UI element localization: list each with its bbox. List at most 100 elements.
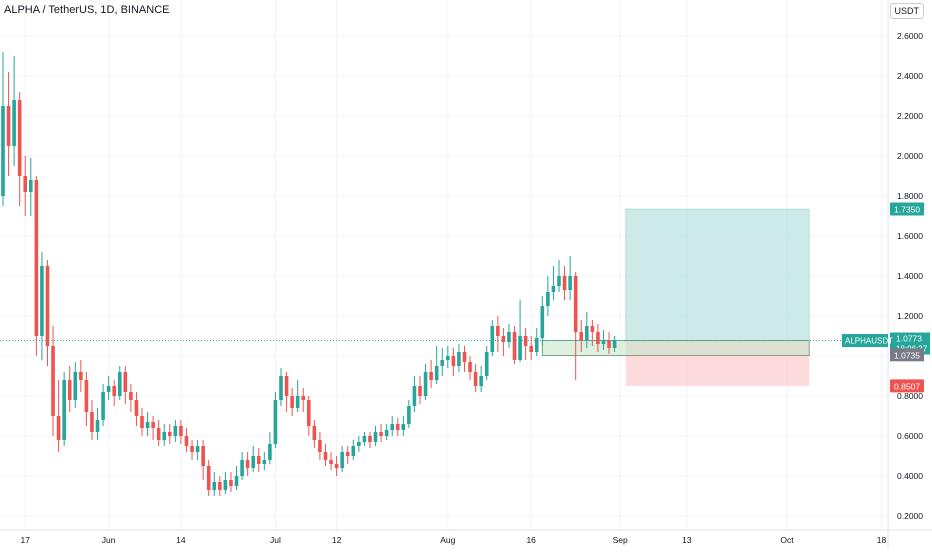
candle-body [34, 180, 39, 336]
x-tick-label: 12 [332, 535, 342, 545]
candle-body [195, 446, 200, 452]
candle-body [95, 420, 100, 432]
candle-body [323, 452, 328, 460]
candle-body [84, 380, 89, 412]
y-tick-label: 0.8000 [897, 391, 923, 401]
candle-body [407, 406, 411, 424]
y-tick-label: 1.8000 [897, 191, 923, 201]
candle-body [112, 386, 116, 396]
y-tick-label: 0.6000 [897, 431, 923, 441]
candle-body [468, 362, 472, 372]
candle-body [145, 422, 150, 428]
stop-price-label: 0.8507 [894, 381, 920, 391]
candle-body [134, 400, 139, 416]
candle-body [329, 460, 333, 464]
candle-body [301, 396, 306, 400]
candle-body [345, 452, 350, 456]
candle-body [45, 266, 50, 346]
candle-body [612, 340, 617, 348]
candle-body [395, 424, 400, 430]
candle-body [573, 276, 578, 332]
candle-body [562, 276, 567, 290]
candle-body [440, 360, 445, 366]
symbol-tag-bg [842, 334, 888, 348]
candle-body [62, 380, 66, 440]
candle-body [507, 332, 511, 342]
candle-body [557, 276, 561, 286]
candle-body [529, 346, 533, 352]
candle-body [446, 356, 450, 360]
candle-body [101, 392, 105, 420]
candle-body [162, 432, 167, 440]
candle-body [179, 426, 183, 436]
y-tick-label: 2.0000 [897, 151, 923, 161]
y-tick-label: 1.6000 [897, 231, 923, 241]
y-tick-label: 1.4000 [897, 271, 923, 281]
candle-body [129, 392, 133, 400]
candle-body [268, 444, 272, 460]
candle-body [368, 436, 372, 442]
x-tick-label: 14 [176, 535, 186, 545]
last-price-label: 1.0773 [896, 334, 922, 344]
candle-body [40, 266, 44, 336]
candle-body [423, 372, 428, 396]
candle-body [384, 430, 389, 436]
candle-body [401, 424, 406, 430]
candle-body [518, 336, 522, 360]
candle-body [90, 412, 94, 432]
currency-button[interactable]: USDT [889, 3, 924, 19]
target-price-label: 1.7350 [894, 205, 920, 215]
candle-body [17, 100, 22, 176]
candle-body [218, 482, 222, 490]
candle-body [546, 292, 550, 306]
candle-body [462, 352, 467, 362]
candle-body [484, 352, 489, 376]
candle-body [56, 416, 61, 440]
candle-body [590, 326, 595, 332]
candle-body [73, 372, 78, 400]
time-axis: 17Jun14Jul12Aug16Sep13Oct18Nov [21, 535, 887, 545]
candle-body [340, 452, 344, 468]
candle-body [156, 428, 161, 440]
x-tick-label: 18 [877, 535, 887, 545]
candle-body [490, 326, 495, 352]
candles [1, 52, 617, 496]
candle-body [190, 446, 194, 452]
candle-body [251, 456, 255, 468]
candle-body [212, 482, 217, 490]
target-price-label-bg [890, 202, 924, 216]
y-tick-label: 2.4000 [897, 71, 923, 81]
x-tick-label: 13 [682, 535, 692, 545]
candle-body [273, 400, 278, 444]
y-tick-label: 0.2000 [897, 511, 923, 521]
candle-body [284, 376, 289, 396]
candle-body [106, 386, 111, 392]
candle-body [184, 436, 189, 446]
candle-body [168, 432, 172, 436]
y-tick-label: 1.2000 [897, 311, 923, 321]
candle-body [351, 446, 356, 456]
candle-body [357, 442, 361, 446]
target-zone [625, 208, 810, 342]
candle-body [51, 346, 55, 416]
candle-body [534, 338, 539, 352]
candle-body [295, 396, 300, 408]
candle-body [229, 480, 233, 486]
candle-body [607, 340, 611, 348]
candle-body [434, 366, 439, 380]
x-tick-label: Jul [270, 535, 281, 545]
position-zones [541, 208, 810, 386]
x-tick-label: Aug [440, 535, 455, 545]
chart-title: ALPHA / TetherUS, 1D, BINANCE [4, 4, 170, 16]
y-tick-label: 0.4000 [897, 471, 923, 481]
candle-body [223, 480, 228, 490]
x-tick-label: Oct [780, 535, 794, 545]
entry-box [541, 340, 810, 357]
candle-body [23, 176, 28, 192]
candle-body [551, 286, 556, 292]
candle-body [117, 372, 122, 396]
candle-body [373, 432, 378, 442]
